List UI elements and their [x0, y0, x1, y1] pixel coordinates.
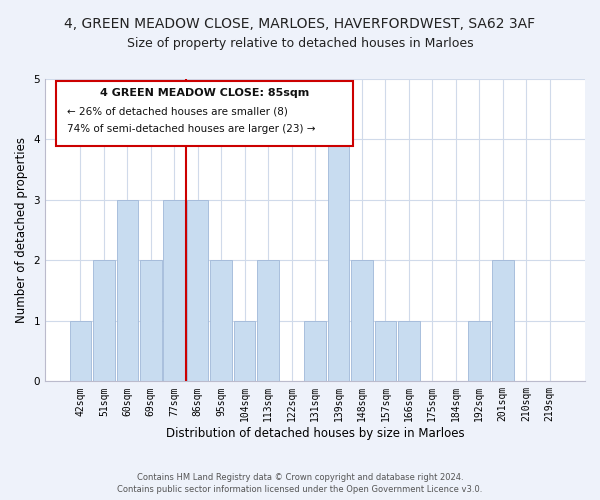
- Bar: [163, 200, 185, 382]
- Text: 4 GREEN MEADOW CLOSE: 85sqm: 4 GREEN MEADOW CLOSE: 85sqm: [100, 88, 309, 98]
- X-axis label: Distribution of detached houses by size in Marloes: Distribution of detached houses by size …: [166, 427, 464, 440]
- Bar: [187, 200, 208, 382]
- Text: ← 26% of detached houses are smaller (8): ← 26% of detached houses are smaller (8): [67, 106, 287, 116]
- Bar: [328, 140, 349, 382]
- Bar: [351, 260, 373, 382]
- Text: 74% of semi-detached houses are larger (23) →: 74% of semi-detached houses are larger (…: [67, 124, 315, 134]
- Bar: [398, 321, 419, 382]
- Bar: [211, 260, 232, 382]
- FancyBboxPatch shape: [56, 80, 353, 146]
- Bar: [140, 260, 161, 382]
- Bar: [70, 321, 91, 382]
- Bar: [374, 321, 396, 382]
- Y-axis label: Number of detached properties: Number of detached properties: [15, 137, 28, 323]
- Bar: [234, 321, 256, 382]
- Text: Size of property relative to detached houses in Marloes: Size of property relative to detached ho…: [127, 38, 473, 51]
- Bar: [492, 260, 514, 382]
- Bar: [116, 200, 138, 382]
- Bar: [304, 321, 326, 382]
- Bar: [257, 260, 279, 382]
- Bar: [93, 260, 115, 382]
- Bar: [469, 321, 490, 382]
- Text: Contains HM Land Registry data © Crown copyright and database right 2024.
Contai: Contains HM Land Registry data © Crown c…: [118, 472, 482, 494]
- Text: 4, GREEN MEADOW CLOSE, MARLOES, HAVERFORDWEST, SA62 3AF: 4, GREEN MEADOW CLOSE, MARLOES, HAVERFOR…: [64, 18, 536, 32]
